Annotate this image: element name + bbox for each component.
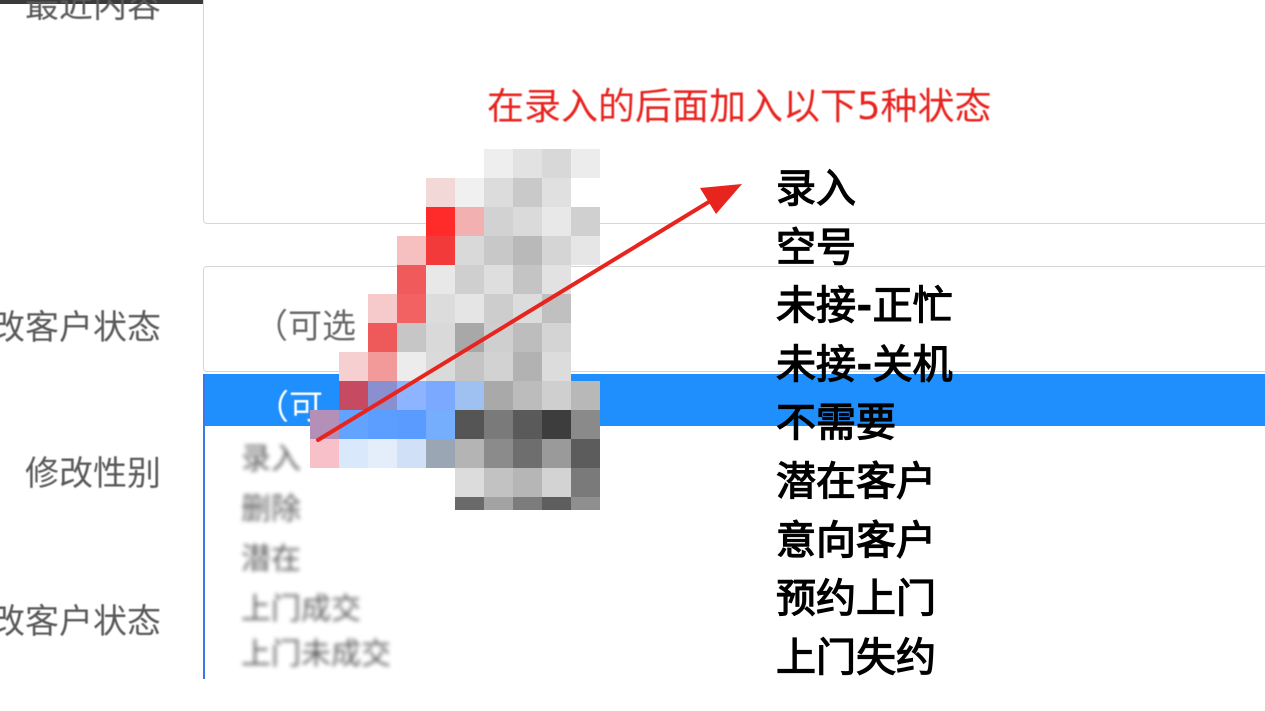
dropdown-option[interactable]: 上门未成交 — [241, 637, 391, 672]
mosaic-block — [397, 236, 426, 265]
status-item: 未接-正忙 — [776, 283, 953, 330]
mosaic-block — [513, 236, 542, 265]
mosaic-block — [542, 236, 571, 265]
mosaic-block — [455, 236, 484, 265]
annotation-note: 在录入的后面加入以下5种状态 — [487, 85, 992, 128]
status-item: 潜在客户 — [776, 458, 936, 505]
dropdown-option[interactable]: 潜在 — [241, 542, 301, 577]
customer-status-select[interactable]: （可选 — [203, 266, 1265, 372]
status-list: 录入 空号 未接-正忙 未接-关机 不需要 潜在客户 意向客户 预约上门 上门失… — [776, 160, 953, 687]
status-item: 未接-关机 — [776, 341, 953, 388]
status-item: 预约上门 — [776, 576, 936, 623]
dropdown-option[interactable]: 上门成交 — [241, 592, 361, 627]
recent-content-label: 最近内容 — [25, 0, 161, 26]
status-item: 不需要 — [776, 400, 896, 447]
status-dropdown: （可 录入 删除 潜在 上门成交 上门未成交 — [203, 374, 1265, 679]
status-item: 上门失约 — [776, 634, 936, 681]
mosaic-block — [426, 236, 455, 265]
select-value: （可选 — [254, 307, 356, 347]
dropdown-selected-label: （可 — [255, 388, 323, 428]
dropdown-option[interactable]: 录入 — [241, 442, 301, 477]
customer-status-label-2: 改客户状态 — [0, 602, 161, 642]
gender-label: 修改性别 — [25, 454, 161, 494]
status-item: 意向客户 — [776, 517, 936, 564]
dropdown-option[interactable]: 删除 — [241, 492, 301, 527]
mosaic-block — [484, 236, 513, 265]
status-item: 空号 — [776, 224, 856, 271]
mosaic-block — [571, 236, 600, 265]
customer-status-label: 改客户状态 — [0, 308, 161, 348]
status-item: 录入 — [776, 166, 856, 212]
dropdown-option-selected[interactable]: （可 — [205, 374, 1265, 428]
